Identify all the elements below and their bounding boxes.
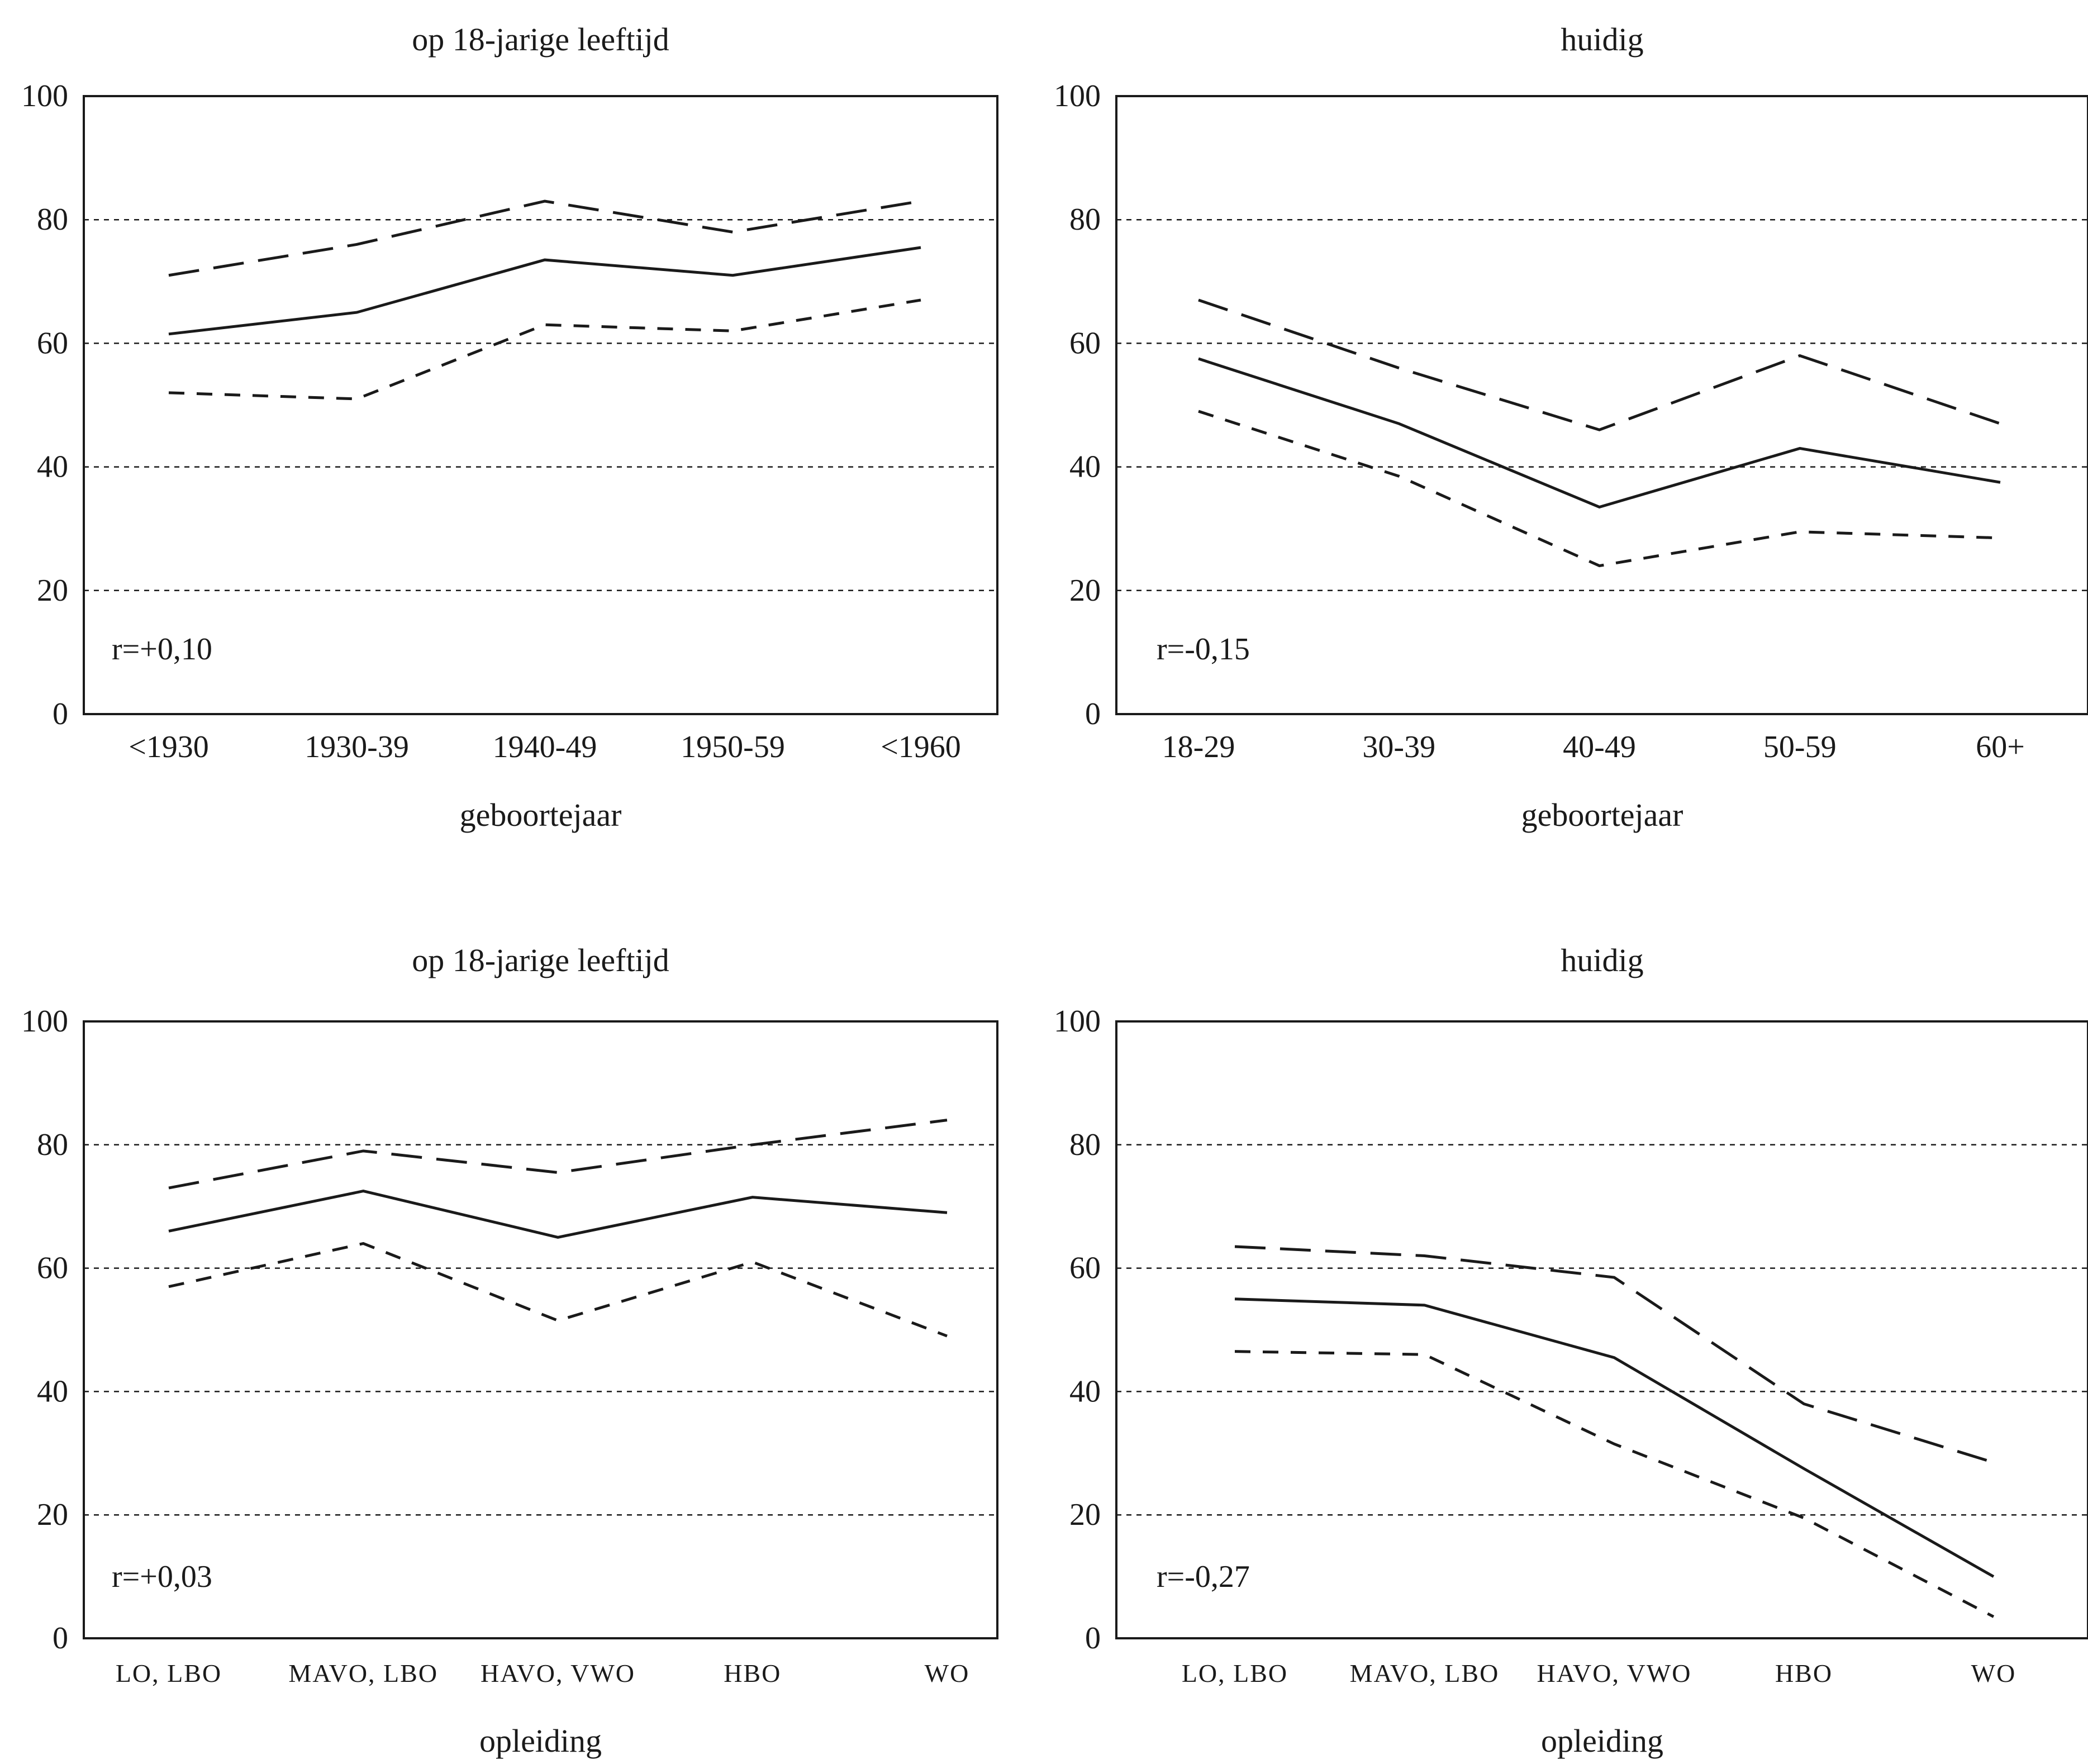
x-axis-label: geboortejaar xyxy=(1521,797,1683,833)
correlation-label: r=+0,03 xyxy=(112,1559,212,1594)
x-tick-label: MAVO, LBO xyxy=(288,1659,438,1687)
y-tick-label: 80 xyxy=(37,202,68,237)
y-tick-label: 80 xyxy=(1069,1128,1101,1162)
plot-area xyxy=(1115,95,2088,715)
x-tick-label: HAVO, VWO xyxy=(481,1659,635,1687)
x-tick-label: LO, LBO xyxy=(1182,1659,1288,1687)
x-tick-label: HBO xyxy=(1775,1659,1833,1687)
y-tick-label: 20 xyxy=(37,1497,68,1532)
series-line-long-dash xyxy=(168,1119,948,1190)
x-tick-label: <1930 xyxy=(129,730,209,764)
x-axis-label: opleiding xyxy=(479,1723,602,1759)
series-line-solid xyxy=(1234,1297,1995,1578)
series-line-solid xyxy=(1198,357,2001,509)
plot-area xyxy=(83,1020,998,1639)
y-tick-label: 20 xyxy=(1069,573,1101,608)
x-tick-label: HBO xyxy=(724,1659,781,1687)
y-tick-label: 100 xyxy=(1054,1004,1101,1039)
chart-panel-4: huidig 0 20 40 60 80 100 LO, LBO MAVO, LBO HAVO, … xyxy=(1054,942,2088,1759)
chart-panel-2: huidig 0 20 40 60 80 100 18-29 30-39 40-49 50-59 60… xyxy=(1054,21,2088,833)
x-tick-label: MAVO, LBO xyxy=(1350,1659,1500,1687)
plot-area xyxy=(83,95,998,715)
series-line-long-dash xyxy=(1198,298,2001,431)
y-tick-label: 80 xyxy=(37,1128,68,1162)
x-tick-label: 30-39 xyxy=(1362,730,1435,764)
correlation-label: r=-0,27 xyxy=(1157,1559,1250,1594)
y-tick-label: 40 xyxy=(37,450,68,484)
series-line-long-dash xyxy=(1234,1245,1994,1464)
chart-panel-3: op 18-jarige leeftijd 0 20 40 60 80 100 LO, LBO… xyxy=(21,942,998,1759)
y-tick-label: 20 xyxy=(1069,1497,1101,1532)
correlation-label: r=+0,10 xyxy=(112,632,212,667)
y-tick-label: 60 xyxy=(1069,1251,1101,1286)
panel-title: op 18-jarige leeftijd xyxy=(412,942,669,978)
y-tick-label: 100 xyxy=(21,79,68,113)
x-tick-label: WO xyxy=(1971,1659,2016,1687)
panel-title: huidig xyxy=(1561,21,1643,58)
x-tick-label: <1960 xyxy=(881,730,961,764)
series-line-short-dash xyxy=(168,298,921,401)
y-tick-label: 0 xyxy=(1085,1621,1101,1656)
series-line-solid xyxy=(168,246,921,336)
y-tick-label: 40 xyxy=(37,1374,68,1409)
y-tick-label: 80 xyxy=(1069,202,1101,237)
x-tick-label: 1930-39 xyxy=(305,730,409,764)
panel-title: op 18-jarige leeftijd xyxy=(412,21,669,58)
x-tick-label: 60+ xyxy=(1976,730,2025,764)
series-line-short-dash xyxy=(1198,410,2001,568)
series-line-long-dash xyxy=(168,199,921,277)
panel-title: huidig xyxy=(1561,942,1643,978)
x-tick-label: HAVO, VWO xyxy=(1537,1659,1692,1687)
y-tick-label: 40 xyxy=(1069,450,1101,484)
y-tick-label: 60 xyxy=(1069,326,1101,360)
x-tick-label: 18-29 xyxy=(1162,730,1235,764)
chart-panel-1: op 18-jarige leeftijd 0 20 40 60 80 100 <1930 19… xyxy=(21,21,998,833)
plot-area xyxy=(1115,1020,2088,1639)
y-tick-label: 60 xyxy=(37,326,68,360)
y-tick-label: 0 xyxy=(1085,697,1101,731)
y-tick-label: 100 xyxy=(1054,79,1101,113)
series-line-short-dash xyxy=(1234,1350,1995,1618)
y-tick-label: 100 xyxy=(21,1004,68,1039)
series-line-short-dash xyxy=(168,1242,948,1338)
x-axis-label: opleiding xyxy=(1541,1723,1663,1759)
y-tick-label: 40 xyxy=(1069,1374,1101,1409)
x-tick-label: 50-59 xyxy=(1763,730,1837,764)
x-axis-label: geboortejaar xyxy=(460,797,622,833)
y-tick-label: 0 xyxy=(53,1621,68,1656)
y-tick-label: 60 xyxy=(37,1251,68,1286)
x-tick-label: 1950-59 xyxy=(681,730,785,764)
correlation-label: r=-0,15 xyxy=(1157,632,1250,667)
x-tick-label: 40-49 xyxy=(1563,730,1636,764)
x-tick-label: 1940-49 xyxy=(493,730,597,764)
x-tick-label: WO xyxy=(925,1659,970,1687)
x-tick-label: LO, LBO xyxy=(116,1659,222,1687)
y-tick-label: 0 xyxy=(53,697,68,731)
y-tick-label: 20 xyxy=(37,573,68,608)
series-line-solid xyxy=(168,1190,948,1239)
